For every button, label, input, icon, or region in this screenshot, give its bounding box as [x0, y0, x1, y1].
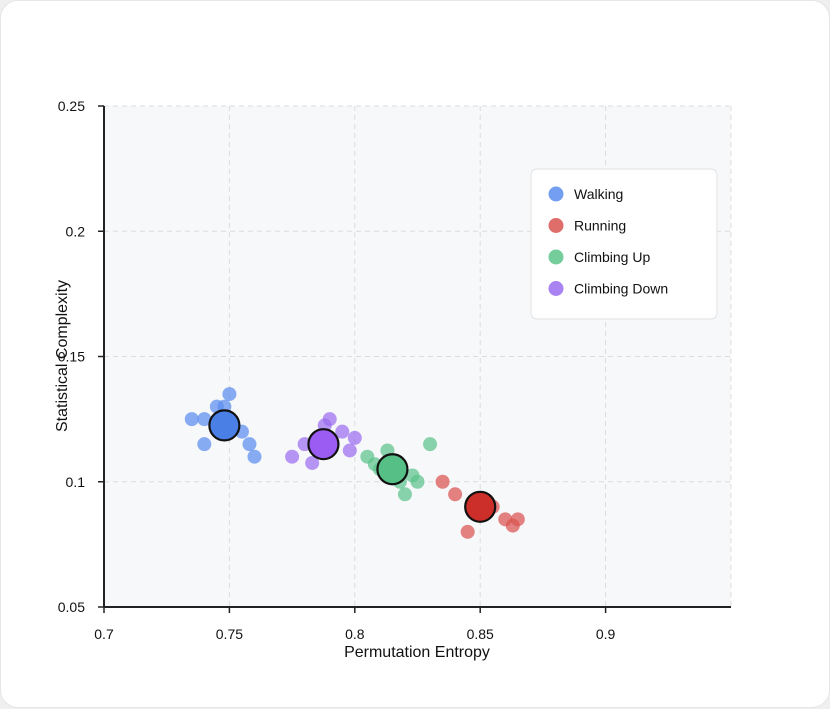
data-point-climbing-up — [410, 474, 425, 489]
data-point-climbing-down — [285, 449, 300, 464]
centroid-walking — [208, 409, 241, 442]
y-tick-label: 0.1 — [66, 474, 86, 490]
data-point-walking — [247, 449, 262, 464]
y-axis-title: Statistical Complexity — [54, 280, 71, 432]
centroid-running — [464, 490, 497, 523]
data-point-climbing-down — [322, 412, 337, 427]
x-tick-label: 0.75 — [216, 626, 243, 642]
centroids — [208, 409, 497, 523]
data-point-climbing-down — [335, 424, 350, 439]
data-point-walking — [197, 412, 212, 427]
data-point-running — [435, 474, 450, 489]
x-tick-label: 0.7 — [94, 626, 114, 642]
y-tick-label: 0.2 — [66, 223, 86, 239]
legend-marker-climbing-up — [548, 249, 564, 265]
data-point-walking — [242, 437, 257, 452]
legend-box — [530, 168, 718, 320]
data-point-walking — [197, 437, 212, 452]
data-point-walking — [184, 412, 199, 427]
data-point-climbing-down — [305, 455, 320, 470]
x-tick-label: 0.8 — [345, 626, 365, 642]
legend-label-climbing-down: Climbing Down — [574, 281, 668, 297]
data-point-climbing-up — [397, 487, 412, 502]
legend-label-walking: Walking — [574, 186, 623, 202]
y-tick-label: 0.05 — [58, 599, 85, 615]
legend-label-climbing-up: Climbing Up — [574, 249, 650, 265]
data-point-running — [510, 512, 525, 527]
axes — [98, 105, 731, 613]
data-point-climbing-down — [342, 443, 357, 458]
data-point-running — [460, 524, 475, 539]
data-point-climbing-down — [347, 430, 362, 445]
centroid-climbing-up — [376, 453, 409, 486]
legend-label-running: Running — [574, 218, 626, 234]
legend: Walking Running Climbing Up Climbing Down — [530, 168, 718, 320]
legend-marker-running — [548, 218, 564, 233]
y-tick-label: 0.25 — [58, 98, 85, 114]
legend-marker-climbing-down — [548, 281, 564, 296]
legend-marker-walking — [548, 186, 564, 202]
tick-labels: 0.7 0.75 0.8 0.85 0.9 0.05 0.1 0.15 0.2 0.25 — [58, 98, 616, 642]
data-point-climbing-up — [423, 437, 438, 452]
x-axis-title: Permutation Entropy — [344, 644, 490, 661]
x-tick-label: 0.9 — [596, 626, 616, 642]
y-tick-label: 0.15 — [58, 349, 85, 365]
data-point-running — [448, 487, 463, 502]
data-point-walking — [222, 387, 237, 402]
x-tick-label: 0.85 — [467, 626, 494, 642]
centroid-climbing-down — [307, 428, 340, 461]
